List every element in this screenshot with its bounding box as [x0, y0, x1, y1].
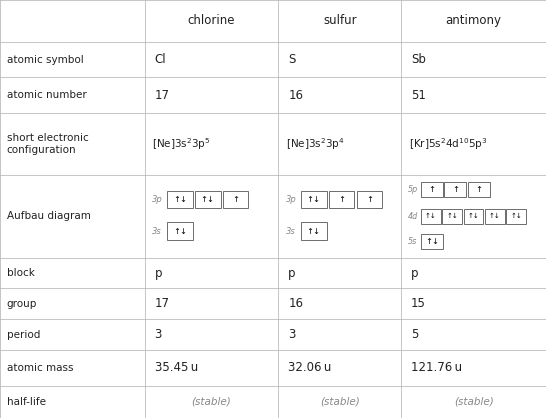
Text: ↑↓: ↑↓: [446, 213, 458, 219]
Text: chlorine: chlorine: [188, 14, 235, 27]
Bar: [464, 209, 483, 224]
Text: ↑: ↑: [366, 195, 373, 204]
Bar: [357, 191, 382, 208]
Bar: [421, 182, 443, 197]
Bar: [468, 182, 490, 197]
Text: 5s: 5s: [408, 237, 417, 245]
Text: ↑: ↑: [338, 195, 345, 204]
Text: 3p: 3p: [152, 195, 163, 204]
Bar: [301, 222, 327, 240]
Text: 17: 17: [155, 297, 169, 311]
Text: block: block: [7, 268, 34, 278]
Text: 3p: 3p: [286, 195, 297, 204]
Text: half-life: half-life: [7, 397, 45, 407]
Bar: [421, 209, 441, 224]
Text: sulfur: sulfur: [323, 14, 357, 27]
Text: ↑↓: ↑↓: [425, 213, 437, 219]
Text: $\mathsf{[Ne]3s^23p^5}$: $\mathsf{[Ne]3s^23p^5}$: [152, 136, 211, 152]
Text: ↑↓: ↑↓: [467, 213, 479, 219]
Text: p: p: [288, 267, 296, 280]
Text: p: p: [411, 267, 419, 280]
Text: antimony: antimony: [446, 14, 502, 27]
Text: 16: 16: [288, 297, 303, 311]
Bar: [223, 191, 248, 208]
Text: 3s: 3s: [152, 227, 162, 236]
Bar: [506, 209, 526, 224]
Text: 3: 3: [288, 328, 296, 341]
Text: 35.45 u: 35.45 u: [155, 362, 198, 375]
Text: atomic mass: atomic mass: [7, 363, 73, 373]
Text: (stable): (stable): [320, 397, 360, 407]
Bar: [167, 222, 193, 240]
Text: Aufbau diagram: Aufbau diagram: [7, 211, 91, 221]
Text: $\mathsf{[Ne]3s^23p^4}$: $\mathsf{[Ne]3s^23p^4}$: [286, 136, 345, 152]
Text: 15: 15: [411, 297, 426, 311]
Text: ↑: ↑: [429, 185, 435, 194]
Text: group: group: [7, 299, 37, 309]
Text: ↑: ↑: [452, 185, 459, 194]
Text: 16: 16: [288, 89, 303, 102]
Text: (stable): (stable): [454, 397, 494, 407]
Text: ↑↓: ↑↓: [425, 237, 439, 245]
Text: short electronic
configuration: short electronic configuration: [7, 133, 88, 155]
Text: atomic symbol: atomic symbol: [7, 54, 84, 64]
Text: ↑↓: ↑↓: [307, 227, 321, 236]
Text: period: period: [7, 330, 40, 340]
Text: 32.06 u: 32.06 u: [288, 362, 331, 375]
Text: 5: 5: [411, 328, 419, 341]
Bar: [329, 191, 354, 208]
Text: S: S: [288, 53, 296, 66]
Bar: [167, 191, 193, 208]
Bar: [301, 191, 327, 208]
Text: 4d: 4d: [408, 212, 418, 221]
Text: atomic number: atomic number: [7, 90, 86, 100]
Text: p: p: [155, 267, 162, 280]
Text: ↑↓: ↑↓: [307, 195, 321, 204]
Text: 121.76 u: 121.76 u: [411, 362, 462, 375]
Bar: [444, 182, 466, 197]
Text: ↑: ↑: [476, 185, 482, 194]
Bar: [195, 191, 221, 208]
Text: $\mathsf{[Kr]5s^24d^{10}5p^3}$: $\mathsf{[Kr]5s^24d^{10}5p^3}$: [409, 136, 488, 152]
Text: ↑: ↑: [232, 195, 239, 204]
Text: ↑↓: ↑↓: [173, 227, 187, 236]
Bar: [421, 234, 443, 249]
Text: 5p: 5p: [408, 185, 418, 194]
Text: (stable): (stable): [192, 397, 232, 407]
Text: ↑↓: ↑↓: [173, 195, 187, 204]
Bar: [442, 209, 462, 224]
Text: ↑↓: ↑↓: [201, 195, 215, 204]
Text: 3: 3: [155, 328, 162, 341]
Text: ↑↓: ↑↓: [489, 213, 501, 219]
Text: 3s: 3s: [286, 227, 296, 236]
Text: Sb: Sb: [411, 53, 426, 66]
Text: ↑↓: ↑↓: [510, 213, 522, 219]
Bar: [485, 209, 505, 224]
Text: 17: 17: [155, 89, 169, 102]
Text: 51: 51: [411, 89, 426, 102]
Text: Cl: Cl: [155, 53, 166, 66]
